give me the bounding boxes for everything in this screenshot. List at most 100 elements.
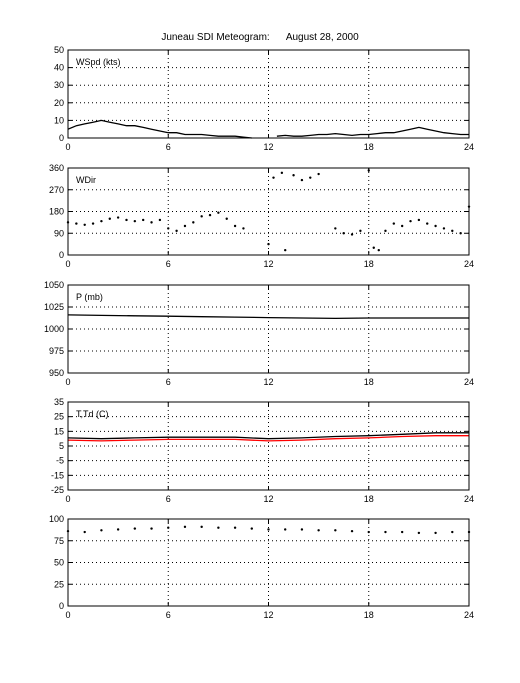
y-tick-label: 180: [49, 207, 64, 217]
y-tick-label: 100: [49, 514, 64, 524]
y-tick-label: 35: [54, 397, 64, 407]
x-tick-label: 12: [263, 259, 273, 269]
data-point: [434, 224, 437, 228]
data-point: [150, 527, 153, 530]
series-line: [67, 314, 469, 320]
series-line: [67, 119, 469, 139]
data-point: [83, 530, 86, 534]
y-tick-label: 90: [54, 228, 64, 238]
x-tick-label: 18: [364, 610, 374, 620]
x-tick-label: 0: [65, 377, 70, 387]
data-point: [292, 174, 295, 177]
data-point: [300, 178, 304, 182]
data-point: [133, 219, 137, 223]
data-point: [317, 529, 320, 532]
plot-frame: [67, 167, 470, 256]
data-point: [108, 217, 111, 220]
data-point: [400, 530, 404, 534]
data-point: [150, 221, 153, 224]
data-point: [309, 176, 312, 179]
data-point: [451, 229, 454, 233]
x-tick-label: 12: [263, 610, 273, 620]
y-tick-label: 950: [49, 368, 64, 378]
data-point: [317, 172, 320, 176]
data-point: [280, 171, 284, 175]
data-point: [417, 218, 421, 222]
y-tick-label: 15: [54, 426, 64, 436]
x-tick-label: 18: [364, 142, 374, 152]
x-tick-label: 0: [65, 259, 70, 269]
series-line: [67, 432, 469, 440]
x-tick-label: 18: [364, 377, 374, 387]
data-point: [367, 169, 370, 172]
data-point: [183, 224, 187, 228]
data-point: [83, 223, 86, 226]
data-point: [392, 222, 396, 225]
data-point: [372, 246, 375, 249]
date-title: August 28, 2000: [285, 32, 359, 43]
x-tick-label: 12: [263, 494, 273, 504]
x-tick-label: 24: [464, 142, 474, 152]
data-point: [200, 215, 203, 218]
panel-3: 0 6 12 18 24 950 975 1000 1025 1050 P (mb): [44, 280, 474, 387]
data-point: [434, 531, 437, 535]
x-tick-label: 6: [166, 610, 171, 620]
panel-2: 0 6 12 18 24 0 90 180 270 360 WDir: [49, 163, 474, 269]
x-tick-label: 24: [464, 494, 474, 504]
x-tick-label: 12: [263, 142, 273, 152]
data-point: [350, 529, 354, 533]
data-point: [233, 526, 237, 529]
panel-5: 0 6 12 18 24 0 25 50 75 100: [49, 514, 474, 620]
data-point: [183, 525, 187, 529]
data-point: [233, 224, 237, 228]
plot-frame: [67, 49, 470, 139]
data-point: [272, 176, 275, 179]
data-point: [141, 218, 145, 222]
y-tick-label: 30: [54, 80, 64, 90]
x-tick-label: 6: [166, 259, 171, 269]
data-point: [426, 222, 429, 225]
y-tick-label: 1050: [44, 280, 64, 290]
x-tick-label: 6: [166, 494, 171, 504]
x-tick-label: 24: [464, 610, 474, 620]
panel-label: WSpd (kts): [76, 57, 121, 67]
data-point: [125, 218, 128, 222]
data-point: [75, 222, 78, 225]
y-tick-label: -15: [51, 470, 64, 480]
data-point: [208, 213, 212, 217]
data-point: [451, 530, 454, 534]
data-point: [100, 529, 103, 532]
x-tick-label: 24: [464, 377, 474, 387]
data-point: [334, 529, 337, 532]
data-point: [342, 232, 345, 235]
data-point: [167, 526, 170, 529]
data-point: [400, 224, 404, 228]
y-tick-label: 975: [49, 346, 64, 356]
data-point: [350, 233, 354, 236]
x-tick-label: 6: [166, 377, 171, 387]
data-point: [91, 222, 95, 225]
x-tick-label: 18: [364, 494, 374, 504]
y-tick-label: 50: [54, 558, 64, 568]
chart-title: Juneau SDI Meteogram: August 28, 2000: [0, 32, 520, 43]
data-point: [359, 229, 362, 233]
y-tick-label: 360: [49, 163, 64, 173]
data-point: [384, 229, 387, 233]
y-tick-label: 1025: [44, 302, 64, 312]
x-tick-label: 6: [166, 142, 171, 152]
data-point: [242, 227, 245, 230]
y-tick-label: 270: [49, 185, 64, 195]
data-point: [267, 242, 270, 246]
panel-label: P (mb): [76, 292, 103, 302]
data-point: [116, 528, 120, 531]
panel-4: 0 6 12 18 24 -25 -15 -5 5 15 25 35 T,Td (C): [51, 397, 474, 504]
y-tick-label: 5: [59, 441, 64, 451]
data-point: [334, 227, 337, 230]
data-point: [459, 232, 462, 235]
plot-frame: [67, 284, 470, 374]
plot-frame: [67, 518, 470, 607]
data-point: [116, 216, 120, 219]
y-tick-label: 0: [59, 601, 64, 611]
y-tick-label: 25: [54, 579, 64, 589]
